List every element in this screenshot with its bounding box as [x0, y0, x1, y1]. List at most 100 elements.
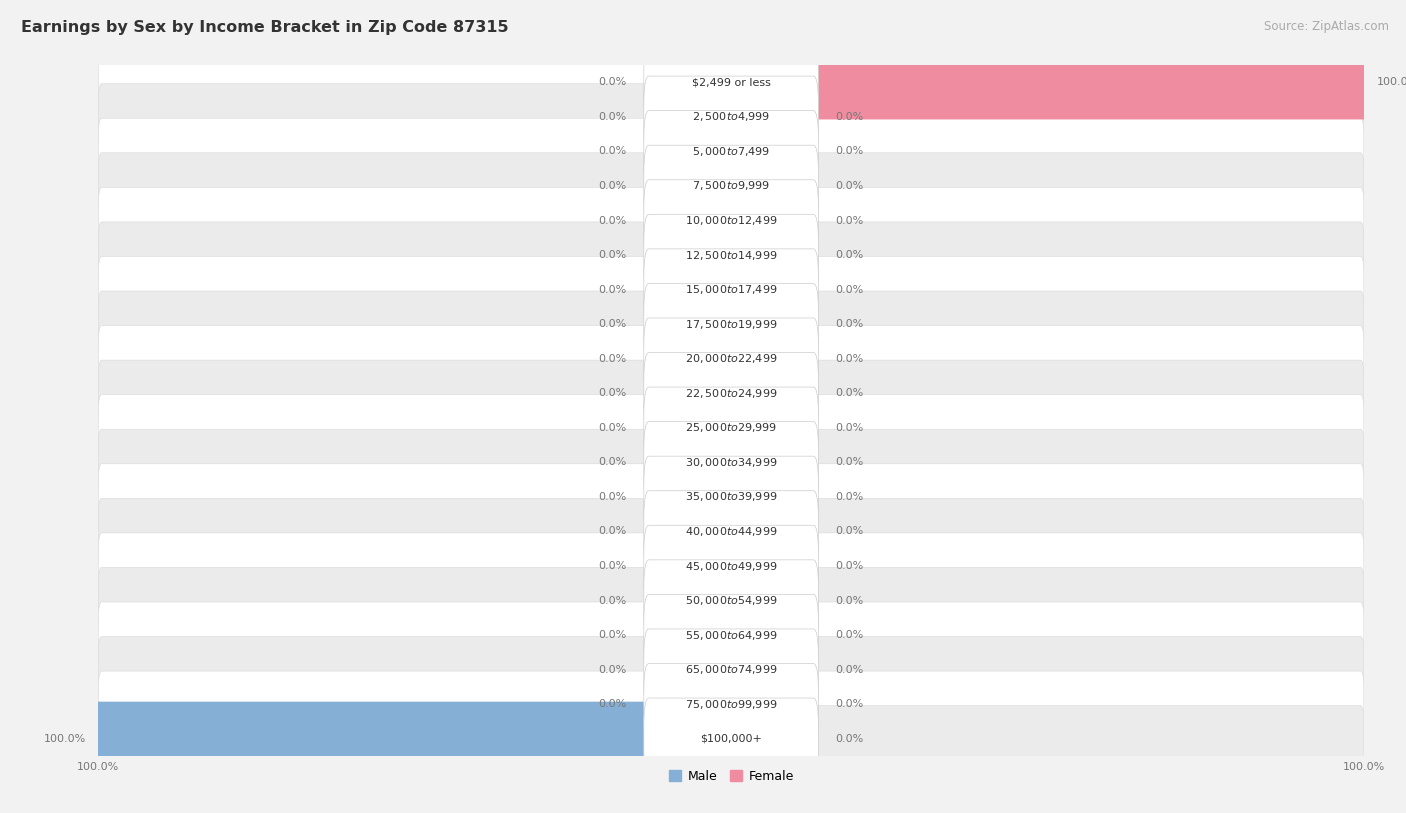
Text: Source: ZipAtlas.com: Source: ZipAtlas.com	[1264, 20, 1389, 33]
FancyBboxPatch shape	[644, 41, 818, 123]
Text: 0.0%: 0.0%	[835, 181, 863, 191]
FancyBboxPatch shape	[644, 629, 818, 711]
Text: $45,000 to $49,999: $45,000 to $49,999	[685, 559, 778, 572]
Text: $15,000 to $17,499: $15,000 to $17,499	[685, 283, 778, 296]
FancyBboxPatch shape	[98, 498, 1364, 565]
FancyBboxPatch shape	[98, 706, 1364, 772]
Text: 0.0%: 0.0%	[835, 389, 863, 398]
Text: 0.0%: 0.0%	[599, 354, 627, 363]
FancyBboxPatch shape	[644, 180, 818, 261]
FancyBboxPatch shape	[644, 560, 818, 641]
Text: 0.0%: 0.0%	[599, 215, 627, 225]
FancyBboxPatch shape	[98, 84, 1364, 150]
Text: 0.0%: 0.0%	[835, 458, 863, 467]
Text: 0.0%: 0.0%	[599, 423, 627, 433]
Text: 0.0%: 0.0%	[835, 112, 863, 122]
FancyBboxPatch shape	[725, 46, 1369, 120]
Text: 0.0%: 0.0%	[835, 561, 863, 571]
FancyBboxPatch shape	[644, 491, 818, 572]
Text: 0.0%: 0.0%	[835, 146, 863, 156]
Text: 0.0%: 0.0%	[599, 561, 627, 571]
Text: $17,500 to $19,999: $17,500 to $19,999	[685, 318, 778, 331]
Text: 0.0%: 0.0%	[599, 492, 627, 502]
Text: 0.0%: 0.0%	[835, 285, 863, 294]
Text: 0.0%: 0.0%	[599, 389, 627, 398]
Text: 100.0%: 100.0%	[1376, 77, 1406, 87]
Text: $10,000 to $12,499: $10,000 to $12,499	[685, 214, 778, 227]
FancyBboxPatch shape	[98, 637, 1364, 703]
FancyBboxPatch shape	[644, 215, 818, 296]
FancyBboxPatch shape	[98, 567, 1364, 634]
Text: 0.0%: 0.0%	[599, 527, 627, 537]
Text: 0.0%: 0.0%	[835, 527, 863, 537]
Text: Earnings by Sex by Income Bracket in Zip Code 87315: Earnings by Sex by Income Bracket in Zip…	[21, 20, 509, 35]
Text: $12,500 to $14,999: $12,500 to $14,999	[685, 249, 778, 262]
Text: 0.0%: 0.0%	[835, 596, 863, 606]
Text: $75,000 to $99,999: $75,000 to $99,999	[685, 698, 778, 711]
FancyBboxPatch shape	[644, 249, 818, 330]
Text: 0.0%: 0.0%	[835, 354, 863, 363]
Text: $25,000 to $29,999: $25,000 to $29,999	[685, 421, 778, 434]
Text: $50,000 to $54,999: $50,000 to $54,999	[685, 594, 778, 607]
Text: 0.0%: 0.0%	[599, 77, 627, 87]
FancyBboxPatch shape	[98, 429, 1364, 496]
FancyBboxPatch shape	[98, 602, 1364, 668]
FancyBboxPatch shape	[644, 353, 818, 434]
Text: $20,000 to $22,499: $20,000 to $22,499	[685, 352, 778, 365]
FancyBboxPatch shape	[644, 284, 818, 365]
FancyBboxPatch shape	[644, 525, 818, 606]
FancyBboxPatch shape	[98, 153, 1364, 220]
Text: 0.0%: 0.0%	[835, 699, 863, 709]
Text: 0.0%: 0.0%	[835, 630, 863, 640]
Text: 0.0%: 0.0%	[835, 320, 863, 329]
FancyBboxPatch shape	[98, 49, 1364, 115]
FancyBboxPatch shape	[98, 360, 1364, 427]
FancyBboxPatch shape	[644, 111, 818, 192]
Text: 0.0%: 0.0%	[599, 181, 627, 191]
Text: $100,000+: $100,000+	[700, 734, 762, 744]
Text: 0.0%: 0.0%	[599, 146, 627, 156]
Text: 0.0%: 0.0%	[835, 665, 863, 675]
Text: 0.0%: 0.0%	[599, 112, 627, 122]
FancyBboxPatch shape	[98, 222, 1364, 289]
Text: $30,000 to $34,999: $30,000 to $34,999	[685, 456, 778, 469]
Text: $2,500 to $4,999: $2,500 to $4,999	[692, 111, 770, 124]
FancyBboxPatch shape	[98, 256, 1364, 323]
FancyBboxPatch shape	[98, 533, 1364, 599]
Text: 0.0%: 0.0%	[835, 215, 863, 225]
Text: $7,500 to $9,999: $7,500 to $9,999	[692, 180, 770, 193]
Text: 0.0%: 0.0%	[599, 630, 627, 640]
Text: $2,499 or less: $2,499 or less	[692, 77, 770, 87]
FancyBboxPatch shape	[98, 291, 1364, 358]
FancyBboxPatch shape	[644, 663, 818, 745]
FancyBboxPatch shape	[98, 671, 1364, 737]
Text: $35,000 to $39,999: $35,000 to $39,999	[685, 490, 778, 503]
Text: 0.0%: 0.0%	[835, 423, 863, 433]
FancyBboxPatch shape	[98, 394, 1364, 461]
FancyBboxPatch shape	[644, 594, 818, 676]
Text: $22,500 to $24,999: $22,500 to $24,999	[685, 387, 778, 400]
FancyBboxPatch shape	[644, 456, 818, 537]
Text: 0.0%: 0.0%	[835, 250, 863, 260]
Text: 0.0%: 0.0%	[599, 250, 627, 260]
Text: 0.0%: 0.0%	[599, 596, 627, 606]
Legend: Male, Female: Male, Female	[664, 765, 799, 788]
FancyBboxPatch shape	[644, 318, 818, 399]
FancyBboxPatch shape	[644, 422, 818, 503]
FancyBboxPatch shape	[98, 187, 1364, 254]
FancyBboxPatch shape	[644, 698, 818, 780]
Text: 0.0%: 0.0%	[599, 665, 627, 675]
FancyBboxPatch shape	[98, 325, 1364, 392]
FancyBboxPatch shape	[644, 387, 818, 468]
FancyBboxPatch shape	[98, 118, 1364, 185]
Text: 0.0%: 0.0%	[835, 734, 863, 744]
FancyBboxPatch shape	[644, 76, 818, 158]
Text: 100.0%: 100.0%	[44, 734, 86, 744]
FancyBboxPatch shape	[93, 702, 737, 776]
Text: $65,000 to $74,999: $65,000 to $74,999	[685, 663, 778, 676]
Text: 0.0%: 0.0%	[599, 320, 627, 329]
FancyBboxPatch shape	[98, 463, 1364, 530]
Text: $55,000 to $64,999: $55,000 to $64,999	[685, 628, 778, 641]
Text: $40,000 to $44,999: $40,000 to $44,999	[685, 525, 778, 538]
Text: $5,000 to $7,499: $5,000 to $7,499	[692, 145, 770, 158]
